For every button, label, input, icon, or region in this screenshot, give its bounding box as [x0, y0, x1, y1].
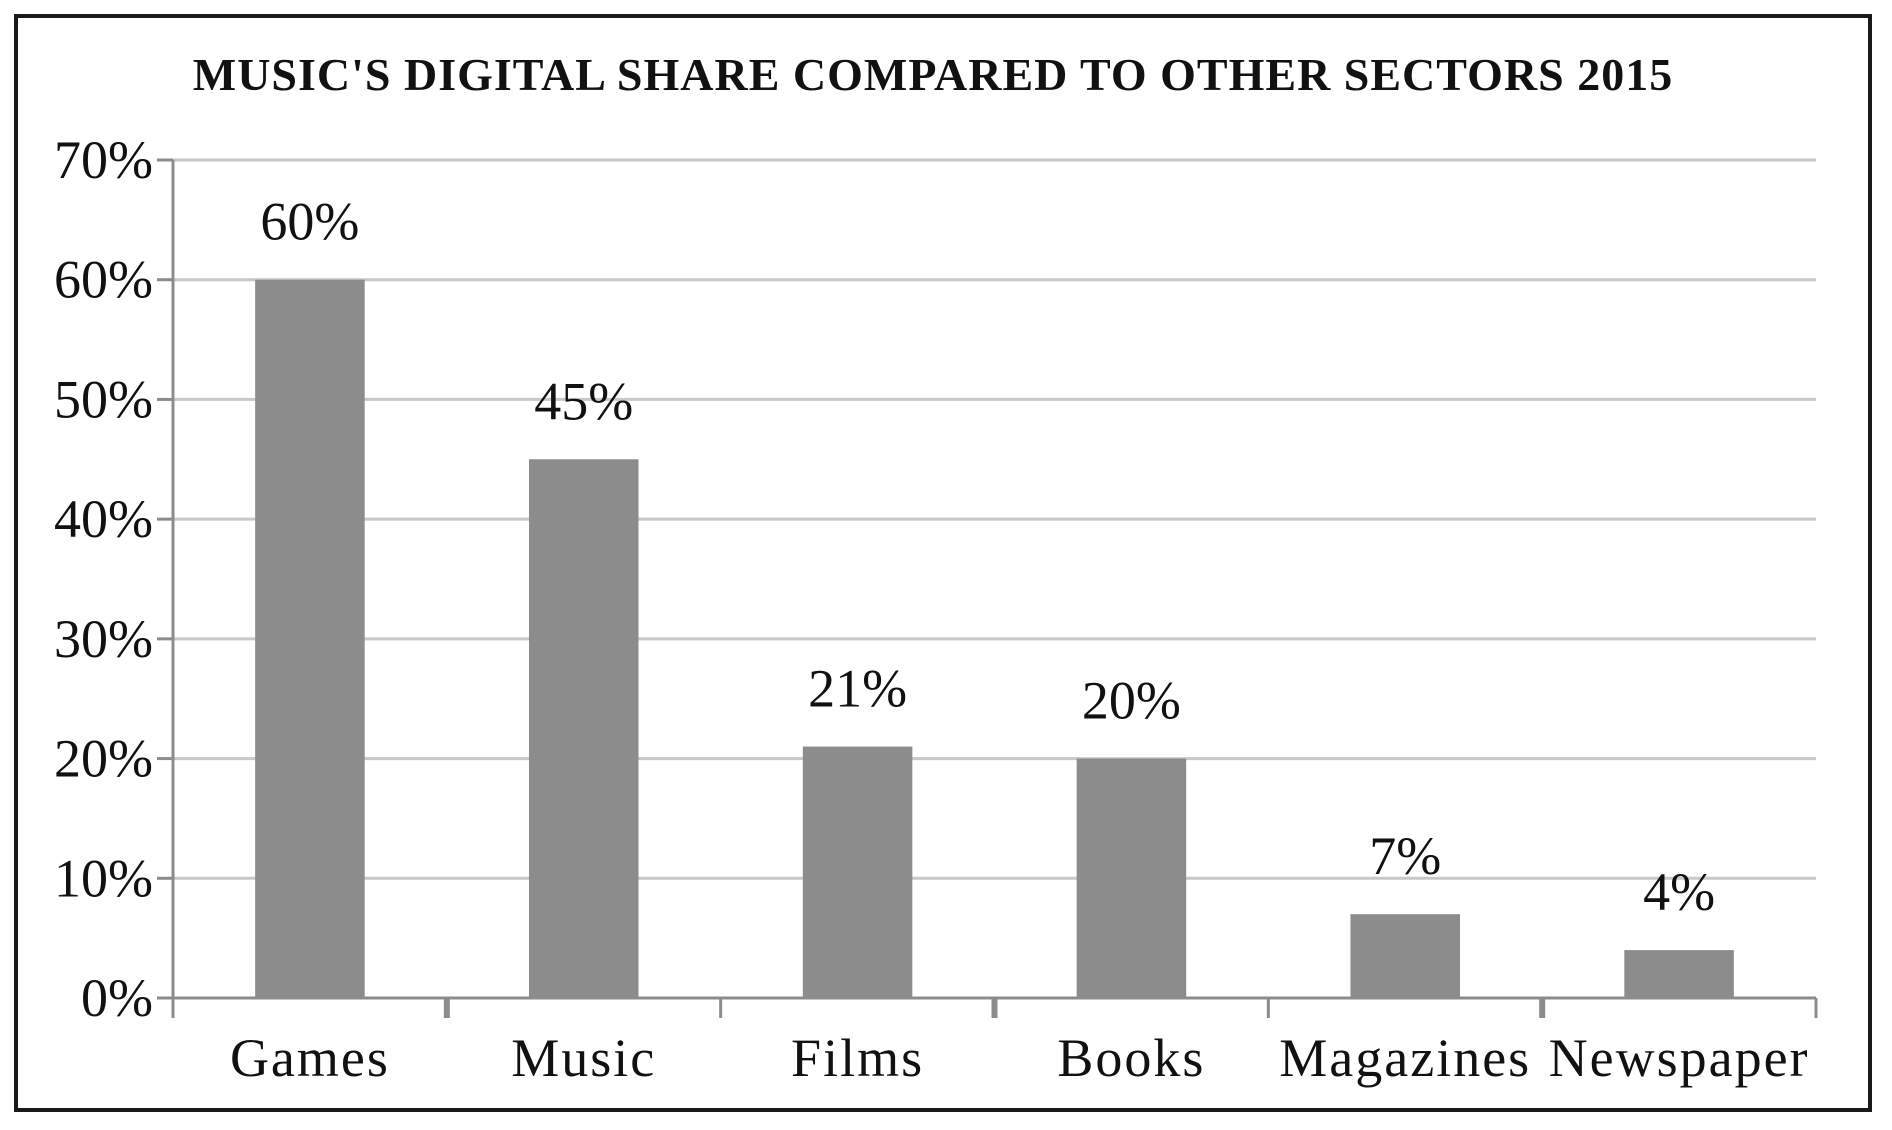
bar-magazines — [1350, 914, 1461, 998]
x-category-label: Magazines — [1279, 1028, 1531, 1088]
data-label: 60% — [260, 192, 359, 252]
bar-films — [802, 746, 913, 998]
x-category-label: Books — [1057, 1028, 1205, 1088]
data-label: 20% — [1082, 671, 1181, 731]
y-tick-label: 50% — [54, 369, 153, 429]
y-tick-label: 30% — [54, 609, 153, 669]
data-label: 4% — [1643, 862, 1715, 922]
x-category-label: Films — [791, 1028, 924, 1088]
gridlines — [173, 158, 1816, 880]
x-category-label: Games — [230, 1028, 390, 1088]
y-tick-label: 60% — [54, 250, 153, 310]
y-tick-label: 20% — [54, 729, 153, 789]
y-tick-label: 40% — [54, 489, 153, 549]
chart-frame: MUSIC'S DIGITAL SHARE COMPARED TO OTHER … — [14, 14, 1872, 1112]
x-category-label: Music — [511, 1028, 656, 1088]
data-label: 7% — [1369, 826, 1441, 886]
data-label: 45% — [534, 371, 633, 431]
bar-chart: MUSIC'S DIGITAL SHARE COMPARED TO OTHER … — [54, 49, 1818, 1088]
axes — [157, 158, 1818, 1018]
y-tick-label: 10% — [54, 848, 153, 908]
labels: 0% 10% 20% 30% 40% 50% 60% 70% 60% Games 45% Music 2… — [54, 130, 1810, 1088]
y-tick-label: 70% — [54, 130, 153, 190]
y-tick-label: 0% — [81, 968, 153, 1028]
bars — [255, 279, 1734, 998]
chart-title: MUSIC'S DIGITAL SHARE COMPARED TO OTHER … — [193, 49, 1673, 100]
data-label: 21% — [808, 659, 907, 719]
bar-games — [255, 279, 365, 998]
bar-music — [528, 459, 639, 998]
bar-books — [1076, 758, 1187, 998]
bar-newspaper — [1624, 950, 1734, 998]
x-category-label: Newspaper — [1549, 1028, 1810, 1088]
